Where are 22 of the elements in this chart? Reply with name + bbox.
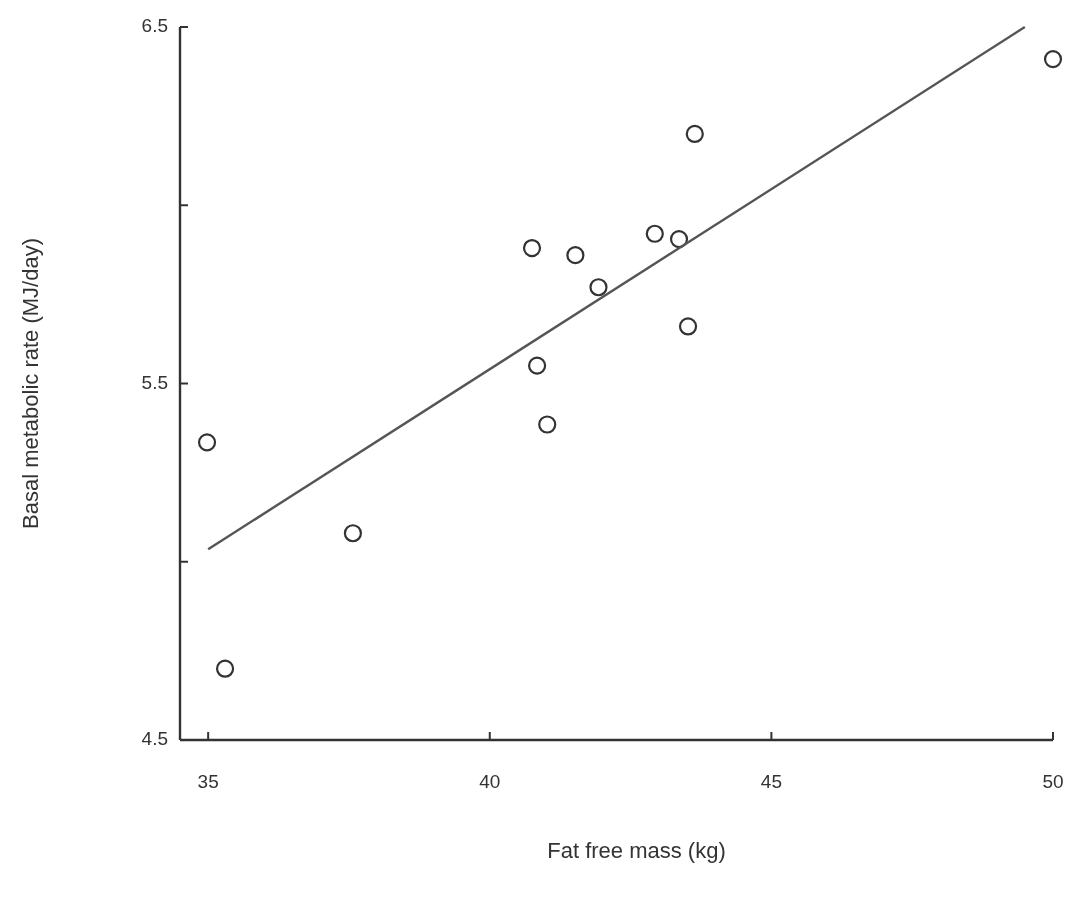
point xyxy=(685,124,704,144)
point xyxy=(566,246,585,265)
point xyxy=(669,230,689,249)
y-axis-title: Basal metabolic rate (MJ/day) xyxy=(18,238,43,529)
x-tick-label: 35 xyxy=(197,771,219,792)
y-tick-label: 6.5 xyxy=(141,15,168,37)
y-tick-label: 4.5 xyxy=(141,728,168,750)
point xyxy=(522,238,542,258)
point xyxy=(527,356,547,375)
x-tick-label: 40 xyxy=(479,771,501,792)
point xyxy=(1043,49,1063,69)
x-tick-label: 50 xyxy=(1042,771,1064,792)
x-tick-label: 45 xyxy=(760,771,782,792)
point xyxy=(538,415,557,434)
point xyxy=(678,317,698,336)
point xyxy=(589,278,608,297)
point xyxy=(343,524,363,543)
point xyxy=(215,659,235,678)
point xyxy=(645,224,664,243)
y-tick-label: 5.5 xyxy=(141,371,168,393)
point xyxy=(197,433,217,452)
x-axis-title: Fat free mass (kg) xyxy=(547,838,726,863)
